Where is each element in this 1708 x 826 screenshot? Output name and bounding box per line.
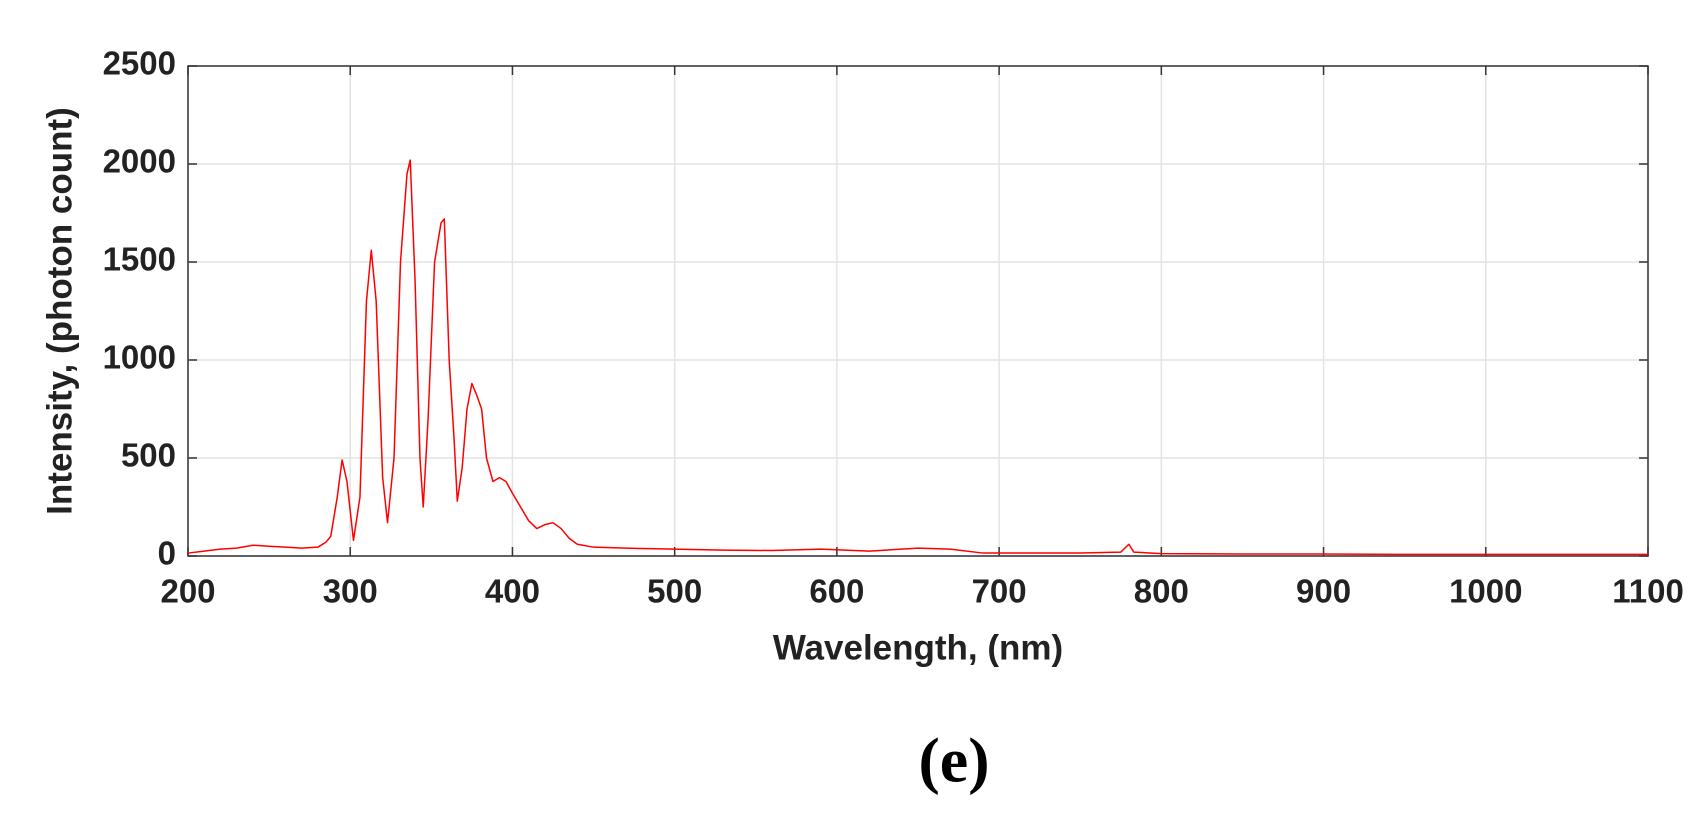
x-tick-label: 800 — [1134, 573, 1189, 610]
x-tick-label: 300 — [323, 573, 378, 610]
y-tick-label: 1000 — [103, 339, 176, 376]
y-axis-label: Intensity, (photon count) — [40, 107, 79, 515]
x-tick-label: 1100 — [1612, 573, 1684, 610]
x-tick-label: 700 — [972, 573, 1027, 610]
y-tick-label: 2500 — [103, 45, 176, 82]
x-tick-label: 1000 — [1449, 573, 1522, 610]
x-tick-label: 200 — [160, 573, 215, 610]
x-axis-label: Wavelength, (nm) — [773, 628, 1063, 667]
y-tick-label: 1500 — [103, 241, 176, 278]
x-tick-label: 600 — [809, 573, 864, 610]
y-tick-label: 2000 — [103, 143, 176, 180]
x-tick-label: 900 — [1296, 573, 1351, 610]
x-tick-label: 400 — [485, 573, 540, 610]
plot-area — [188, 66, 1648, 556]
y-tick-label: 500 — [121, 437, 176, 474]
caption: (e) — [918, 725, 989, 796]
plot-frame — [187, 65, 1649, 557]
y-tick-label: 0 — [158, 535, 176, 572]
x-tick-label: 500 — [647, 573, 702, 610]
spectrum-line — [187, 159, 1648, 556]
